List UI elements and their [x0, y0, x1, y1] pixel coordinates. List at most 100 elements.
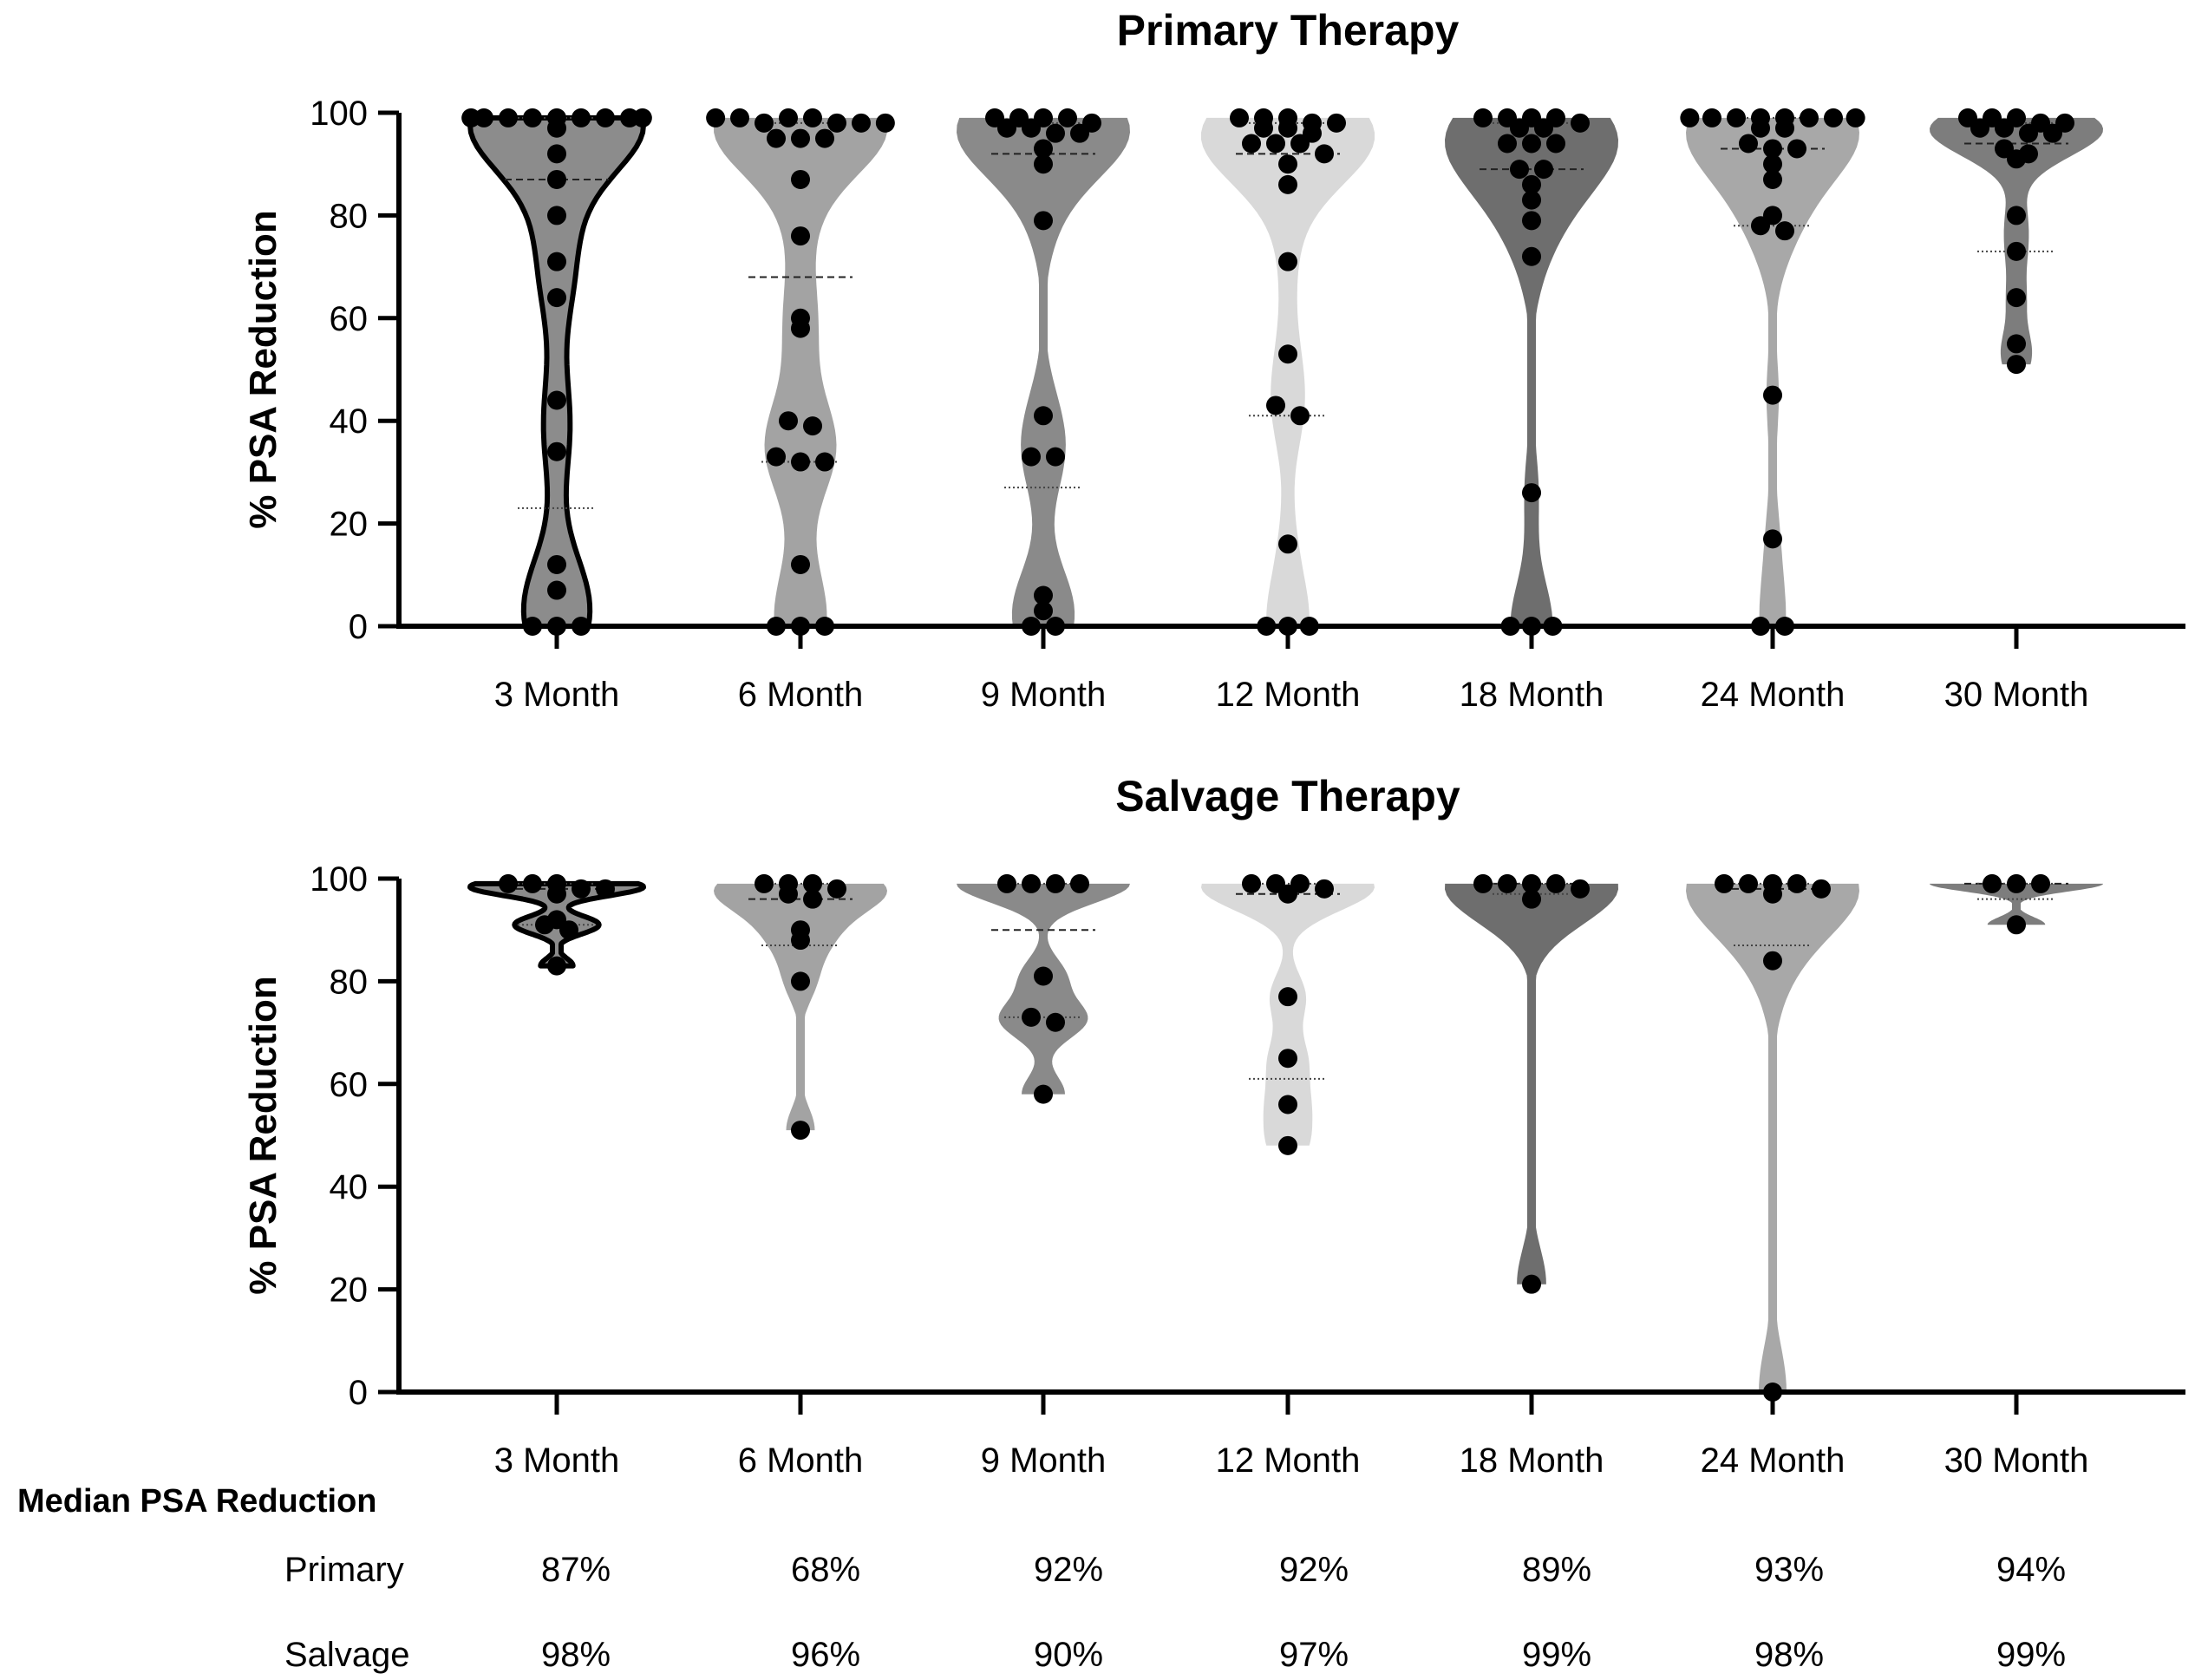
- primary-therapy-point-9-month: [985, 108, 1004, 127]
- primary-therapy-point-30-month: [1983, 108, 2002, 127]
- primary-therapy-point-24-month: [1763, 169, 1782, 189]
- primary-therapy-point-6-month: [803, 108, 822, 127]
- salvage-therapy-violin-18-month: [1445, 883, 1618, 1285]
- primary-therapy-point-9-month: [1034, 154, 1053, 174]
- primary-therapy-point-3-month: [547, 390, 566, 410]
- primary-therapy-point-3-month: [547, 144, 566, 164]
- salvage-therapy-y-tick-label-0: 0: [349, 1374, 368, 1412]
- primary-therapy-point-30-month: [2007, 108, 2026, 127]
- salvage-therapy-point-9-month: [1070, 873, 1089, 893]
- salvage-therapy-point-12-month: [1242, 873, 1261, 893]
- primary-therapy-point-9-month: [1034, 108, 1053, 127]
- primary-therapy-point-12-month: [1278, 154, 1297, 174]
- salvage-therapy-point-6-month: [791, 1121, 810, 1141]
- primary-therapy-point-12-month: [1303, 113, 1322, 133]
- primary-therapy-point-30-month: [1995, 139, 2014, 159]
- salvage-therapy-point-9-month: [1046, 873, 1065, 893]
- primary-therapy-point-24-month: [1824, 108, 1843, 127]
- primary-therapy-point-24-month: [1775, 108, 1794, 127]
- primary-therapy-point-30-month: [2019, 144, 2038, 164]
- primary-therapy-point-9-month: [1034, 211, 1053, 231]
- primary-therapy-violin-30-month: [1930, 117, 2103, 365]
- salvage-therapy-point-6-month: [791, 920, 810, 940]
- primary-therapy-point-9-month: [1034, 585, 1053, 605]
- primary-therapy-point-9-month: [1046, 123, 1065, 143]
- primary-therapy-point-12-month: [1315, 144, 1334, 164]
- salvage-therapy-panel: Salvage Therapy % PSA Reduction 0 20 40 60 80 1…: [242, 772, 2185, 1480]
- primary-therapy-point-9-month: [1046, 447, 1065, 467]
- salvage-therapy-point-18-month: [1522, 873, 1541, 893]
- primary-therapy-point-18-month: [1522, 246, 1541, 266]
- salvage-therapy-point-3-month: [596, 879, 615, 899]
- salvage-therapy-point-18-month: [1498, 873, 1517, 893]
- primary-therapy-y-tick-label-100: 100: [310, 95, 368, 133]
- median-salvage-30-month: 99%: [1996, 1636, 2067, 1674]
- primary-therapy-point-18-month: [1473, 108, 1493, 127]
- salvage-therapy-y-tick-label-60: 60: [330, 1066, 369, 1104]
- primary-therapy-point-6-month: [779, 411, 798, 431]
- primary-therapy-point-3-month: [547, 441, 566, 461]
- salvage-therapy-point-18-month: [1473, 873, 1493, 893]
- primary-therapy-point-24-month: [1739, 134, 1758, 154]
- primary-therapy-x-tick-label-6-month: 6 Month: [738, 676, 864, 714]
- primary-therapy-panel: Primary Therapy % PSA Reduction 0 20 40 60 80 1…: [242, 6, 2185, 714]
- primary-therapy-point-9-month: [1034, 406, 1053, 426]
- salvage-therapy-point-24-month: [1763, 951, 1782, 971]
- salvage-therapy-point-24-month: [1812, 879, 1831, 899]
- salvage-therapy-violin-6-month: [714, 883, 887, 1131]
- primary-therapy-point-18-month: [1510, 160, 1529, 180]
- salvage-therapy-violin-12-month: [1201, 883, 1375, 1146]
- primary-therapy-point-18-month: [1534, 160, 1553, 180]
- primary-therapy-point-12-month: [1290, 406, 1310, 426]
- salvage-therapy-point-3-month: [547, 910, 566, 930]
- primary-therapy-point-30-month: [2031, 113, 2050, 133]
- primary-therapy-point-6-month: [803, 416, 822, 436]
- primary-therapy-point-24-month: [1680, 108, 1700, 127]
- salvage-therapy-point-6-month: [791, 971, 810, 991]
- primary-therapy-point-3-month: [499, 108, 518, 127]
- median-primary-30-month: 94%: [1996, 1551, 2067, 1589]
- median-primary-24-month: 93%: [1754, 1551, 1825, 1589]
- salvage-therapy-point-9-month: [1022, 873, 1041, 893]
- primary-therapy-point-24-month: [1763, 529, 1782, 549]
- primary-therapy-point-18-month: [1522, 174, 1541, 194]
- primary-therapy-point-3-month: [596, 108, 615, 127]
- primary-therapy-point-6-month: [827, 113, 846, 133]
- median-primary-6-month: 68%: [790, 1551, 861, 1589]
- primary-therapy-point-9-month: [1034, 139, 1053, 159]
- primary-therapy-point-18-month: [1546, 134, 1565, 154]
- primary-therapy-violin-9-month: [957, 117, 1130, 626]
- salvage-therapy-x-tick-label-12-month: 12 Month: [1216, 1441, 1361, 1480]
- primary-therapy-point-12-month: [1242, 134, 1261, 154]
- primary-therapy-point-24-month: [1763, 385, 1782, 405]
- primary-therapy-point-3-month: [547, 108, 566, 127]
- salvage-therapy-point-12-month: [1266, 873, 1285, 893]
- primary-therapy-point-6-month: [815, 128, 834, 148]
- salvage-therapy-point-6-month: [755, 873, 774, 893]
- primary-therapy-point-9-month: [1058, 108, 1077, 127]
- median-row-primary-label: Primary: [284, 1551, 404, 1589]
- salvage-therapy-y-axis-label: % PSA Reduction: [242, 976, 284, 1295]
- primary-therapy-point-3-month: [632, 108, 652, 127]
- primary-therapy-point-3-month: [547, 554, 566, 574]
- salvage-therapy-point-9-month: [1034, 966, 1053, 986]
- salvage-therapy-point-9-month: [997, 873, 1016, 893]
- salvage-therapy-point-30-month: [2031, 873, 2050, 893]
- salvage-therapy-point-18-month: [1522, 1274, 1541, 1294]
- salvage-therapy-violin-30-month: [1930, 883, 2103, 925]
- primary-therapy-point-18-month: [1522, 190, 1541, 210]
- median-salvage-9-month: 90%: [1033, 1636, 1104, 1674]
- salvage-therapy-y-tick-label-40: 40: [330, 1168, 369, 1206]
- primary-therapy-point-24-month: [1751, 108, 1770, 127]
- primary-therapy-point-30-month: [2007, 334, 2026, 354]
- primary-therapy-point-9-month: [1034, 601, 1053, 621]
- primary-therapy-point-12-month: [1278, 344, 1297, 364]
- primary-therapy-point-3-month: [547, 206, 566, 226]
- salvage-therapy-point-12-month: [1278, 1135, 1297, 1155]
- median-primary-12-month: 92%: [1278, 1551, 1349, 1589]
- primary-therapy-violin-24-month: [1686, 117, 1859, 626]
- primary-therapy-point-24-month: [1800, 108, 1819, 127]
- salvage-therapy-violin-24-month: [1686, 883, 1859, 1392]
- salvage-therapy-point-3-month: [572, 879, 591, 899]
- primary-therapy-point-30-month: [2007, 355, 2026, 375]
